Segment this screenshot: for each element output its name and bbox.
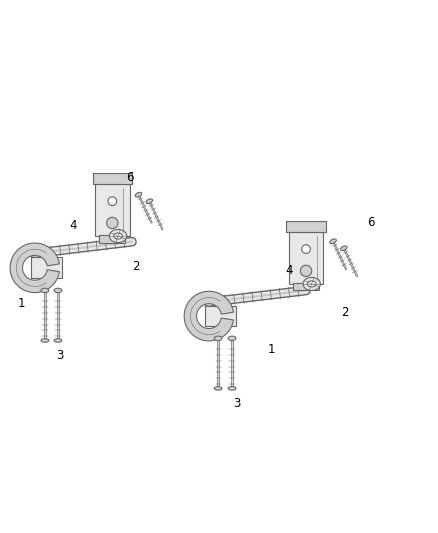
Ellipse shape — [228, 336, 236, 341]
Circle shape — [302, 245, 311, 254]
Text: 2: 2 — [133, 260, 140, 273]
Ellipse shape — [41, 288, 49, 293]
Ellipse shape — [228, 386, 236, 390]
Bar — [99, 235, 125, 243]
Text: 1: 1 — [268, 343, 275, 356]
Ellipse shape — [307, 281, 316, 287]
Ellipse shape — [146, 199, 152, 204]
Ellipse shape — [214, 386, 222, 390]
Ellipse shape — [214, 336, 222, 341]
Bar — [205, 306, 236, 326]
Ellipse shape — [41, 339, 49, 342]
Ellipse shape — [330, 239, 336, 244]
Ellipse shape — [54, 288, 62, 293]
Text: 3: 3 — [233, 397, 240, 410]
Circle shape — [300, 265, 312, 277]
Bar — [293, 282, 319, 290]
Text: 4: 4 — [70, 219, 77, 232]
Bar — [95, 184, 130, 236]
Text: 3: 3 — [57, 349, 64, 362]
Text: 1: 1 — [17, 297, 25, 310]
Ellipse shape — [135, 192, 142, 197]
Text: 6: 6 — [126, 171, 134, 184]
Circle shape — [108, 197, 117, 206]
Text: 6: 6 — [367, 216, 375, 230]
Ellipse shape — [110, 230, 127, 243]
Text: 2: 2 — [342, 306, 349, 319]
Ellipse shape — [54, 339, 62, 342]
Ellipse shape — [114, 233, 122, 239]
Text: 4: 4 — [285, 264, 293, 277]
Ellipse shape — [341, 246, 347, 251]
Polygon shape — [184, 292, 233, 341]
Polygon shape — [10, 243, 60, 293]
Ellipse shape — [303, 277, 321, 290]
Bar — [31, 257, 62, 278]
Bar — [93, 173, 132, 184]
Circle shape — [107, 217, 118, 229]
Bar — [286, 221, 325, 232]
Bar — [289, 232, 323, 284]
